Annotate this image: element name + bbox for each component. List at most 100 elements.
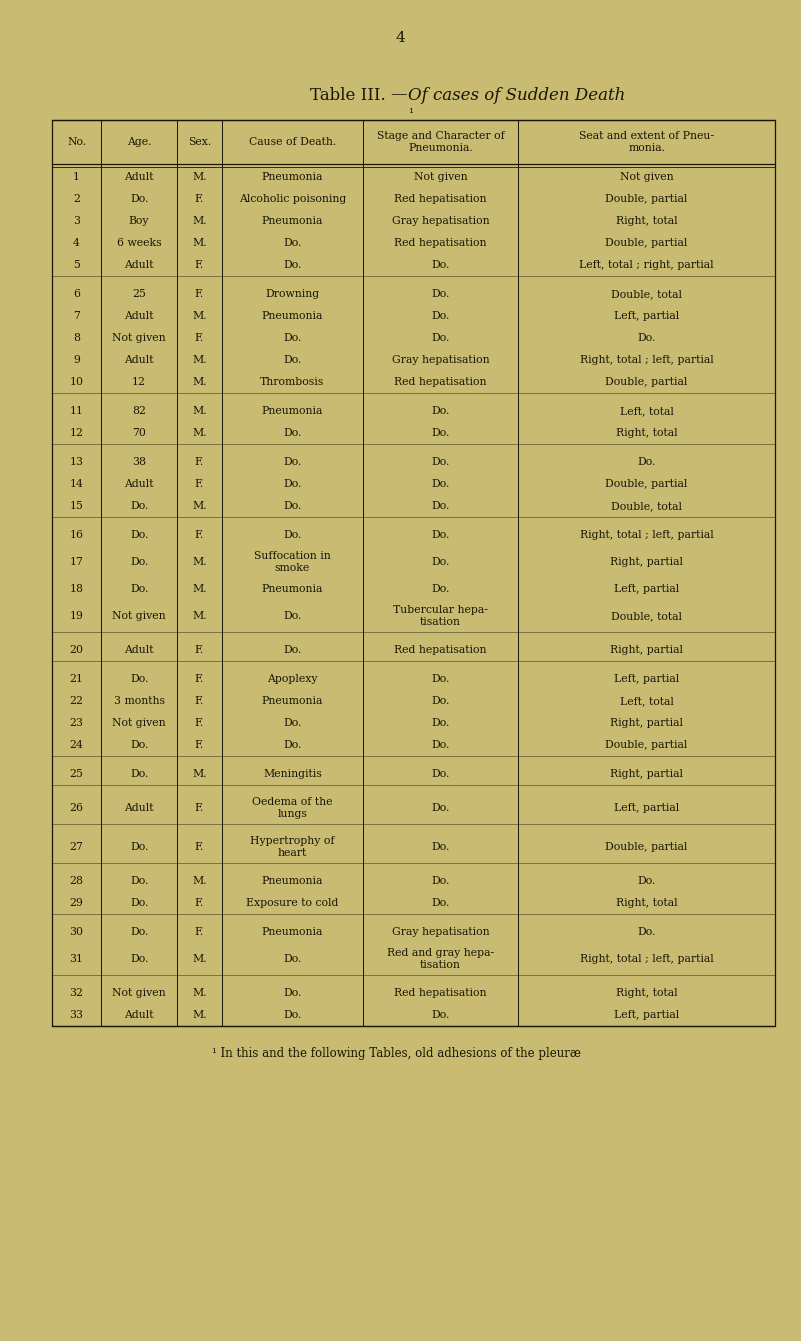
- Text: F.: F.: [195, 333, 204, 343]
- Text: Not given: Not given: [414, 172, 468, 182]
- Text: Apoplexy: Apoplexy: [268, 675, 318, 684]
- Text: 25: 25: [132, 290, 146, 299]
- Text: Double, partial: Double, partial: [606, 237, 688, 248]
- Text: Pneumonia: Pneumonia: [262, 406, 323, 416]
- Text: Do.: Do.: [130, 502, 148, 511]
- Text: Red hepatisation: Red hepatisation: [394, 194, 487, 204]
- Text: Left, total: Left, total: [620, 406, 674, 416]
- Text: 1: 1: [73, 172, 80, 182]
- Text: 18: 18: [70, 583, 83, 594]
- Text: 28: 28: [70, 876, 83, 886]
- Text: Do.: Do.: [432, 479, 450, 489]
- Text: Do.: Do.: [130, 530, 148, 540]
- Text: 21: 21: [70, 675, 83, 684]
- Text: Do.: Do.: [432, 557, 450, 567]
- Text: Do.: Do.: [432, 502, 450, 511]
- Text: Seat and extent of Pneu-
monia.: Seat and extent of Pneu- monia.: [579, 131, 714, 153]
- Text: Red hepatisation: Red hepatisation: [394, 237, 487, 248]
- Text: Double, total: Double, total: [611, 611, 682, 621]
- Text: Left, partial: Left, partial: [614, 583, 679, 594]
- Text: Do.: Do.: [432, 583, 450, 594]
- Text: Adult: Adult: [124, 172, 154, 182]
- Text: Gray hepatisation: Gray hepatisation: [392, 216, 489, 227]
- Text: Right, partial: Right, partial: [610, 645, 683, 654]
- Text: 6 weeks: 6 weeks: [117, 237, 162, 248]
- Text: Do.: Do.: [432, 457, 450, 467]
- Text: 33: 33: [70, 1010, 83, 1021]
- Text: Suffocation in
smoke: Suffocation in smoke: [254, 551, 331, 573]
- Text: No.: No.: [67, 137, 87, 148]
- Text: Right, total ; left, partial: Right, total ; left, partial: [580, 530, 714, 540]
- Text: Alcoholic poisoning: Alcoholic poisoning: [239, 194, 346, 204]
- Text: Do.: Do.: [284, 1010, 302, 1021]
- Text: Red hepatisation: Red hepatisation: [394, 988, 487, 998]
- Text: Tubercular hepa-
tisation: Tubercular hepa- tisation: [393, 605, 488, 626]
- Text: 29: 29: [70, 898, 83, 908]
- Text: Red hepatisation: Red hepatisation: [394, 645, 487, 654]
- Text: —: —: [390, 87, 407, 103]
- Text: 10: 10: [70, 377, 83, 388]
- Text: Do.: Do.: [130, 768, 148, 779]
- Text: Meningitis: Meningitis: [263, 768, 322, 779]
- Text: Boy: Boy: [129, 216, 149, 227]
- Text: Double, total: Double, total: [611, 502, 682, 511]
- Text: Double, partial: Double, partial: [606, 740, 688, 750]
- Text: F.: F.: [195, 842, 204, 852]
- Text: Right, partial: Right, partial: [610, 557, 683, 567]
- Text: Adult: Adult: [124, 260, 154, 270]
- Text: Do.: Do.: [638, 333, 656, 343]
- Text: F.: F.: [195, 645, 204, 654]
- Text: F.: F.: [195, 530, 204, 540]
- Text: F.: F.: [195, 696, 204, 705]
- Text: Double, partial: Double, partial: [606, 194, 688, 204]
- Text: Do.: Do.: [130, 927, 148, 937]
- Text: Do.: Do.: [432, 876, 450, 886]
- Text: Do.: Do.: [432, 768, 450, 779]
- Text: M.: M.: [192, 216, 207, 227]
- Text: Do.: Do.: [130, 953, 148, 964]
- Text: 38: 38: [132, 457, 146, 467]
- Text: Do.: Do.: [284, 740, 302, 750]
- Text: 4: 4: [396, 31, 405, 46]
- Text: Do.: Do.: [284, 611, 302, 621]
- Text: Do.: Do.: [432, 898, 450, 908]
- Text: Do.: Do.: [130, 898, 148, 908]
- Text: 25: 25: [70, 768, 83, 779]
- Text: 5: 5: [73, 260, 80, 270]
- Text: Stage and Character of
Pneumonia.: Stage and Character of Pneumonia.: [376, 131, 505, 153]
- Text: Red and gray hepa-
tisation: Red and gray hepa- tisation: [387, 948, 494, 970]
- Text: Right, total: Right, total: [616, 898, 678, 908]
- Text: M.: M.: [192, 355, 207, 365]
- Text: F.: F.: [195, 479, 204, 489]
- Text: Do.: Do.: [284, 953, 302, 964]
- Text: Do.: Do.: [638, 927, 656, 937]
- Text: Do.: Do.: [432, 696, 450, 705]
- Text: Do.: Do.: [284, 333, 302, 343]
- Text: Left, partial: Left, partial: [614, 1010, 679, 1021]
- Text: M.: M.: [192, 583, 207, 594]
- Text: Red hepatisation: Red hepatisation: [394, 377, 487, 388]
- Text: Adult: Adult: [124, 355, 154, 365]
- Text: 12: 12: [70, 428, 83, 439]
- Text: M.: M.: [192, 768, 207, 779]
- Text: 30: 30: [70, 927, 83, 937]
- Text: 24: 24: [70, 740, 83, 750]
- Text: Do.: Do.: [432, 290, 450, 299]
- Text: 13: 13: [70, 457, 83, 467]
- Text: Do.: Do.: [130, 842, 148, 852]
- Text: M.: M.: [192, 876, 207, 886]
- Text: F.: F.: [195, 740, 204, 750]
- Text: F.: F.: [195, 290, 204, 299]
- Text: 82: 82: [132, 406, 146, 416]
- Text: Do.: Do.: [284, 988, 302, 998]
- Text: Adult: Adult: [124, 311, 154, 320]
- Text: 12: 12: [132, 377, 146, 388]
- Text: F.: F.: [195, 927, 204, 937]
- Text: M.: M.: [192, 237, 207, 248]
- Text: Pneumonia: Pneumonia: [262, 876, 323, 886]
- Text: Not given: Not given: [112, 988, 166, 998]
- Text: M.: M.: [192, 953, 207, 964]
- Text: Do.: Do.: [130, 876, 148, 886]
- Text: Pneumonia: Pneumonia: [262, 216, 323, 227]
- Text: Do.: Do.: [284, 428, 302, 439]
